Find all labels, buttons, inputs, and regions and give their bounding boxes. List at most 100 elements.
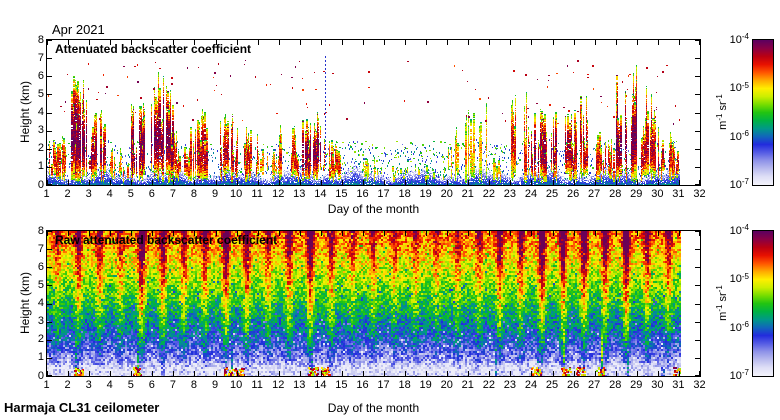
heatmap-top-canvas: [47, 40, 700, 185]
x-tick-label: 1: [43, 379, 50, 391]
colorbar-bottom: [752, 230, 774, 377]
x-tick-label: 9: [211, 188, 219, 200]
x-tick-label: 22: [482, 188, 495, 200]
x-tick-label: 23: [503, 188, 517, 200]
y-axis-label-top: Height (km): [18, 80, 32, 144]
x-tick-label: 4: [106, 188, 113, 200]
y-tick-label: 8: [37, 33, 44, 46]
panel-bottom-raw: Raw attenuated backscatter coefficient: [46, 230, 701, 377]
colorbar-tick-label: 10-4: [729, 32, 749, 46]
x-tick-label: 8: [190, 379, 197, 391]
panel-top-attenuated: Attenuated backscatter coefficient: [46, 39, 701, 186]
x-tick-label: 15: [335, 188, 348, 200]
panel-bottom-title: Raw attenuated backscatter coefficient: [55, 233, 278, 247]
x-tick-label: 15: [335, 379, 348, 391]
x-tick-label: 7: [169, 379, 176, 391]
heatmap-bottom-canvas: [47, 231, 700, 376]
x-tick-label: 25: [545, 188, 559, 200]
y-tick-label: 7: [37, 242, 44, 255]
x-tick-label: 29: [630, 188, 643, 200]
y-tick-label: 5: [37, 278, 44, 291]
colorbar-bottom-unit-label: m-1 sr-1: [715, 285, 729, 321]
y-tick-label: 2: [37, 333, 44, 346]
y-tick-label: 5: [37, 87, 44, 100]
x-tick-label: 3: [85, 188, 92, 200]
x-tick-label: 12: [272, 379, 285, 391]
month-title: Apr 2021: [52, 22, 105, 37]
x-tick-label: 13: [293, 379, 306, 391]
x-tick-label: 30: [651, 188, 664, 200]
x-tick-label: 2: [64, 188, 71, 200]
y-tick-label: 1: [37, 160, 44, 173]
station-footer: Harmaja CL31 ceilometer: [4, 400, 160, 415]
x-tick-label: 11: [251, 379, 263, 391]
colorbar-top-unit-label: m-1 sr-1: [715, 94, 729, 130]
x-tick-label: 6: [148, 188, 155, 200]
x-tick-label: 18: [398, 188, 411, 200]
x-tick-label: 8: [190, 188, 197, 200]
colorbar-tick-label: 10-6: [729, 129, 749, 143]
y-tick-label: 1: [37, 351, 44, 364]
x-tick-label: 17: [377, 188, 390, 200]
x-tick-label: 9: [211, 379, 219, 391]
colorbar-tick-label: 10-5: [729, 271, 749, 286]
x-tick-label: 24: [524, 188, 538, 200]
x-tick-label: 30: [651, 379, 664, 391]
y-tick-label: 4: [37, 297, 44, 309]
x-tick-label: 25: [545, 379, 559, 391]
y-tick-label: 4: [37, 106, 44, 118]
x-tick-label: 14: [314, 188, 327, 200]
x-tick-label: 3: [85, 379, 92, 391]
x-tick-label: 21: [461, 188, 474, 200]
x-tick-label: 6: [148, 379, 155, 391]
colorbar-tick-label: 10-5: [729, 80, 749, 95]
y-tick-label: 3: [37, 124, 44, 137]
colorbar-tick-label: 10-7: [729, 368, 749, 382]
y-tick-label: 7: [37, 51, 44, 64]
x-tick-label: 26: [566, 188, 580, 200]
y-tick-label: 0: [37, 369, 44, 382]
x-tick-label: 13: [293, 188, 306, 200]
colorbar-top-canvas: [753, 40, 773, 185]
x-tick-label: 24: [524, 379, 538, 391]
colorbar-tick-label: 10-7: [729, 177, 749, 191]
y-tick-label: 2: [37, 142, 44, 155]
x-tick-label: 28: [609, 379, 622, 391]
y-tick-label: 6: [37, 260, 44, 273]
x-tick-label: 31: [672, 188, 685, 200]
x-tick-label: 7: [169, 188, 176, 200]
x-tick-label: 20: [440, 379, 453, 391]
x-tick-label: 27: [588, 188, 601, 200]
x-tick-label: 11: [251, 188, 263, 200]
x-tick-label: 5: [127, 379, 134, 391]
panel-top-title: Attenuated backscatter coefficient: [55, 42, 252, 56]
x-tick-label: 28: [609, 188, 622, 200]
x-tick-label: 16: [356, 379, 369, 391]
x-tick-label: 2: [64, 379, 71, 391]
x-tick-label: 4: [106, 379, 113, 391]
colorbar-tick-label: 10-6: [729, 320, 749, 334]
x-tick-label: 1: [43, 188, 50, 200]
x-tick-label: 14: [314, 379, 327, 391]
x-tick-label: 17: [377, 379, 390, 391]
x-tick-label: 10: [229, 379, 243, 391]
x-tick-label: 12: [272, 188, 285, 200]
y-axis-label-bottom: Height (km): [18, 271, 32, 335]
x-tick-label: 19: [419, 379, 432, 391]
colorbar-tick-label: 10-4: [729, 223, 749, 237]
x-tick-label: 26: [566, 379, 580, 391]
x-tick-label: 29: [630, 379, 643, 391]
y-tick-label: 0: [37, 178, 44, 191]
x-tick-label: 22: [482, 379, 495, 391]
x-axis-label-top: Day of the month: [327, 202, 420, 216]
x-tick-label: 16: [356, 188, 369, 200]
x-tick-label: 19: [419, 188, 432, 200]
x-tick-label: 31: [672, 379, 685, 391]
x-tick-label: 32: [693, 188, 706, 200]
x-tick-label: 23: [503, 379, 517, 391]
y-tick-label: 6: [37, 69, 44, 82]
colorbar-top: [752, 39, 774, 186]
x-tick-label: 18: [398, 379, 411, 391]
x-tick-label: 20: [440, 188, 453, 200]
y-tick-label: 8: [37, 224, 44, 237]
